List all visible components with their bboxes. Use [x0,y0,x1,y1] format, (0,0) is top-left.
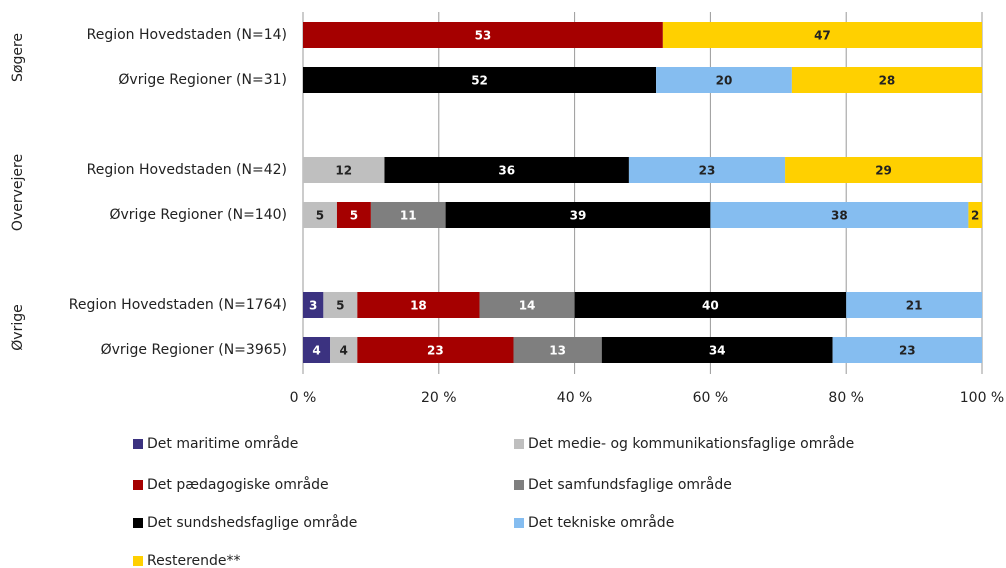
bar-segment [357,292,480,318]
bar-segment [513,337,602,363]
bar-segment [384,157,629,183]
value-label: 4 [340,344,348,358]
bar-segment [303,157,385,183]
bar-segment [791,67,982,93]
value-label: 47 [814,29,831,43]
value-label: 5 [316,209,324,223]
legend-swatch [133,556,143,566]
value-label: 20 [716,74,733,88]
bar-segment [303,67,657,93]
bar-segment [846,292,982,318]
bar-segment [303,22,663,48]
x-tick-label: 0 % [290,390,317,406]
legend-swatch [133,518,143,528]
bar-segment [785,157,982,183]
value-label: 14 [519,299,536,313]
value-label: 2 [971,209,979,223]
value-label: 40 [702,299,719,313]
legend-label: Det tekniske område [528,514,674,531]
value-label: 53 [475,29,492,43]
value-label: 12 [335,164,352,178]
value-label: 39 [570,209,587,223]
bar-segment [303,337,331,363]
bar-segment [832,337,982,363]
bar-segment [330,337,358,363]
x-tick-label: 20 % [421,390,457,406]
bar-segment [303,292,324,318]
bar-segment [628,157,786,183]
value-label: 23 [427,344,444,358]
bar-segment [336,202,371,228]
bar-segment [656,67,792,93]
bar-segment [662,22,982,48]
bar-segment [323,292,358,318]
value-label: 4 [312,344,320,358]
value-label: 52 [471,74,488,88]
value-label: 34 [709,344,726,358]
value-label: 11 [400,209,417,223]
x-tick-label: 40 % [557,390,593,406]
value-label: 28 [879,74,896,88]
y-tick-label: Region Hovedstaden (N=1764) [69,297,287,313]
legend-swatch [514,439,524,449]
legend-label: Det sundshedsfaglige område [147,514,357,531]
value-label: 21 [906,299,923,313]
bar-segment [710,202,969,228]
legend-label: Resterende** [147,553,241,568]
value-label: 38 [831,209,848,223]
value-label: 23 [899,344,916,358]
bar-segment [968,202,982,228]
bar-segment [370,202,446,228]
value-label: 5 [350,209,358,223]
x-tick-label: 100 % [960,390,1004,406]
y-tick-label: Øvrige Regioner (N=3965) [101,342,287,358]
value-label: 3 [309,299,317,313]
y-tick-label: Øvrige Regioner (N=140) [110,207,288,223]
value-label: 29 [875,164,892,178]
bar-segment [303,202,337,228]
value-label: 18 [410,299,427,313]
bar-segment [479,292,575,318]
legend-swatch [133,480,143,490]
bar-segment [574,292,847,318]
legend-swatch [514,480,524,490]
bar-segment [445,202,711,228]
x-tick-label: 60 % [693,390,729,406]
group-label: Overvejere [10,154,26,231]
legend-label: Det maritime område [147,435,298,452]
legend-label: Det samfundsfaglige område [528,476,732,493]
x-tick-label: 80 % [828,390,864,406]
y-tick-label: Region Hovedstaden (N=42) [87,162,287,178]
group-label: Søgere [10,33,26,82]
value-label: 5 [336,299,344,313]
legend-label: Det medie- og kommunikationsfaglige områ… [528,435,854,452]
value-label: 13 [549,344,566,358]
value-label: 36 [498,164,515,178]
bar-segment [601,337,833,363]
value-label: 23 [699,164,716,178]
bar-segment [357,337,514,363]
group-label: Øvrige [10,304,26,350]
legend-label: Det pædagogiske område [147,476,329,493]
y-tick-label: Øvrige Regioner (N=31) [118,72,287,88]
y-tick-label: Region Hovedstaden (N=14) [87,27,287,43]
legend-swatch [133,439,143,449]
legend-swatch [514,518,524,528]
